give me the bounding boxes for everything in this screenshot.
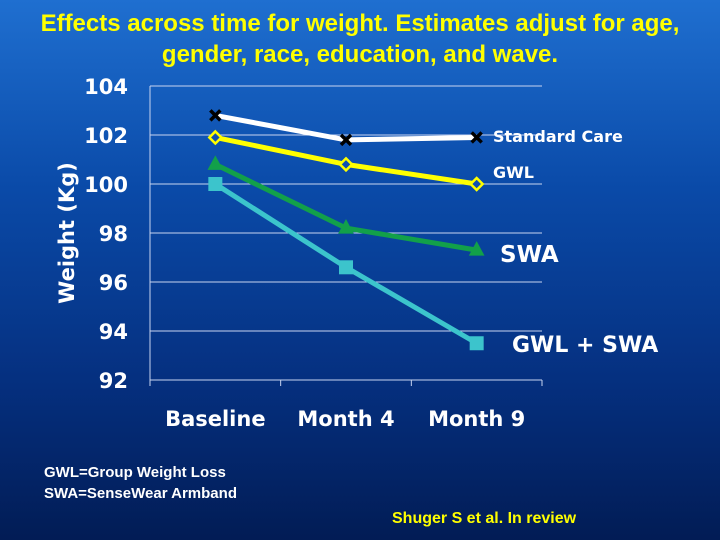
data-point — [469, 336, 484, 351]
citation: Shuger S et al. In review — [392, 510, 577, 527]
y-tick-label: 98 — [99, 222, 128, 246]
chart-title: Effects across time for weight. Estimate… — [40, 10, 680, 68]
x-tick-label: Month 4 — [297, 407, 394, 431]
data-point — [339, 133, 353, 147]
y-tick-label: 92 — [99, 369, 128, 393]
x-tick-label: Baseline — [165, 407, 266, 431]
series-label: SWA — [500, 242, 559, 268]
data-point — [470, 131, 483, 144]
y-tick-label: 94 — [99, 320, 128, 344]
data-point — [338, 219, 354, 234]
data-point — [338, 156, 354, 173]
data-point — [468, 176, 485, 192]
y-tick-label: 102 — [84, 124, 128, 148]
series-label: GWL + SWA — [512, 333, 658, 358]
footnotes: GWL=Group Weight Loss SWA=SenseWear Armb… — [44, 462, 237, 504]
x-tick-label: Month 9 — [428, 407, 525, 431]
data-point — [208, 177, 223, 191]
series-label: Standard Care — [493, 127, 623, 146]
data-point — [339, 260, 353, 275]
y-tick-label: 104 — [84, 75, 128, 99]
data-point — [207, 155, 224, 170]
y-axis-label: Weight (Kg) — [55, 162, 79, 304]
y-tick-label: 100 — [84, 173, 128, 197]
footnote-swa: SWA=SenseWear Armband — [44, 485, 237, 502]
y-tick-label: 96 — [99, 271, 128, 295]
data-point — [209, 109, 222, 122]
series-line-standard-care — [214, 112, 477, 143]
data-point — [207, 129, 224, 146]
series-label: GWL — [493, 163, 534, 182]
data-point — [468, 241, 485, 256]
footnote-gwl: GWL=Group Weight Loss — [44, 464, 226, 481]
